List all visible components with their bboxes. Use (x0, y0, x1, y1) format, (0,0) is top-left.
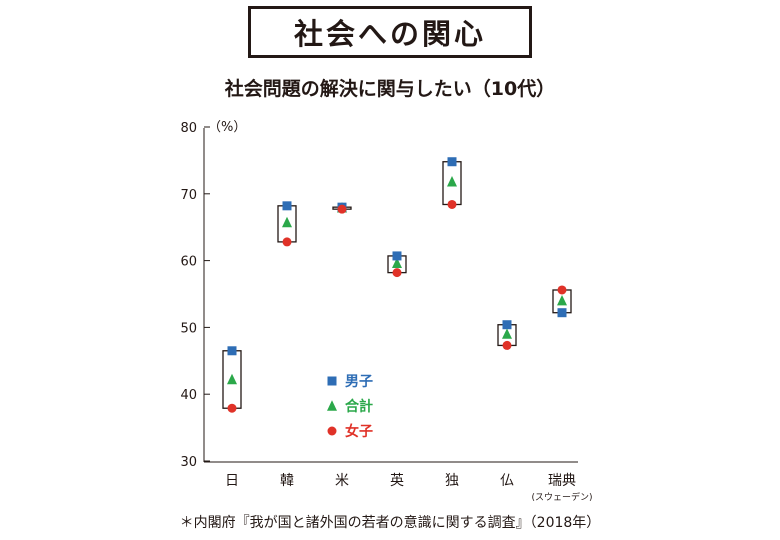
x-label-note: (スウェーデン) (531, 491, 592, 503)
y-ticks: 30 40 50 60 70 80 (180, 121, 210, 470)
y-tick-label-30: 30 (180, 455, 197, 470)
y-tick-label-70: 70 (180, 188, 197, 203)
chart-title: 社会問題の解決に関与したい（10代） (224, 78, 556, 100)
point-triangle-1 (282, 216, 292, 228)
point-triangle-0 (227, 373, 237, 385)
footnote: ＊内閣府『我が国と諸外国の若者の意識に関する調査』（2018年） (179, 515, 601, 531)
x-label-0: 日 (225, 473, 239, 489)
y-unit-label: （%） (208, 120, 246, 135)
x-labels: (スウェーデン) 日 韓 米 英 独 仏 瑞典 (225, 472, 593, 503)
point-triangle-6 (557, 294, 567, 306)
point-circle-5 (502, 340, 512, 350)
x-label-3: 英 (390, 472, 404, 489)
point-triangle-4 (447, 176, 457, 187)
x-label-2: 米 (335, 473, 349, 489)
point-triangle-3 (392, 257, 402, 268)
legend-label-2: 女子 (345, 423, 373, 440)
point-square-3 (392, 251, 402, 261)
range-boxes (222, 161, 572, 409)
axes: （%） (203, 120, 578, 463)
legend-label-0: 男子 (345, 374, 373, 390)
point-square-0 (227, 346, 237, 356)
y-tick-label-60: 60 (180, 255, 197, 270)
point-square-4 (447, 157, 457, 167)
legend-label-1: 合計 (345, 398, 373, 415)
x-label-4: 独 (445, 473, 459, 489)
y-tick-label-40: 40 (180, 388, 197, 403)
title-box: 社会への関心 (248, 6, 532, 58)
legend-marker-square (327, 376, 337, 386)
page-title: 社会への関心 (293, 17, 486, 51)
legend-marker-circle (327, 426, 337, 436)
x-label-1: 韓 (280, 473, 294, 489)
point-triangle-5 (502, 328, 512, 339)
legend-marker-triangle (327, 400, 337, 411)
point-circle-1 (282, 237, 292, 247)
x-label-5: 仏 (500, 473, 514, 489)
point-square-1 (282, 201, 292, 211)
point-square-5 (502, 320, 512, 330)
point-circle-2 (337, 204, 347, 214)
point-circle-4 (447, 199, 457, 209)
y-tick-label-80: 80 (180, 121, 197, 136)
point-circle-3 (392, 268, 402, 278)
point-square-6 (557, 308, 567, 318)
point-circle-0 (227, 403, 237, 413)
markers (227, 157, 567, 413)
point-circle-6 (557, 285, 567, 295)
x-label-6: 瑞典 (548, 473, 576, 489)
y-tick-label-50: 50 (180, 321, 197, 336)
